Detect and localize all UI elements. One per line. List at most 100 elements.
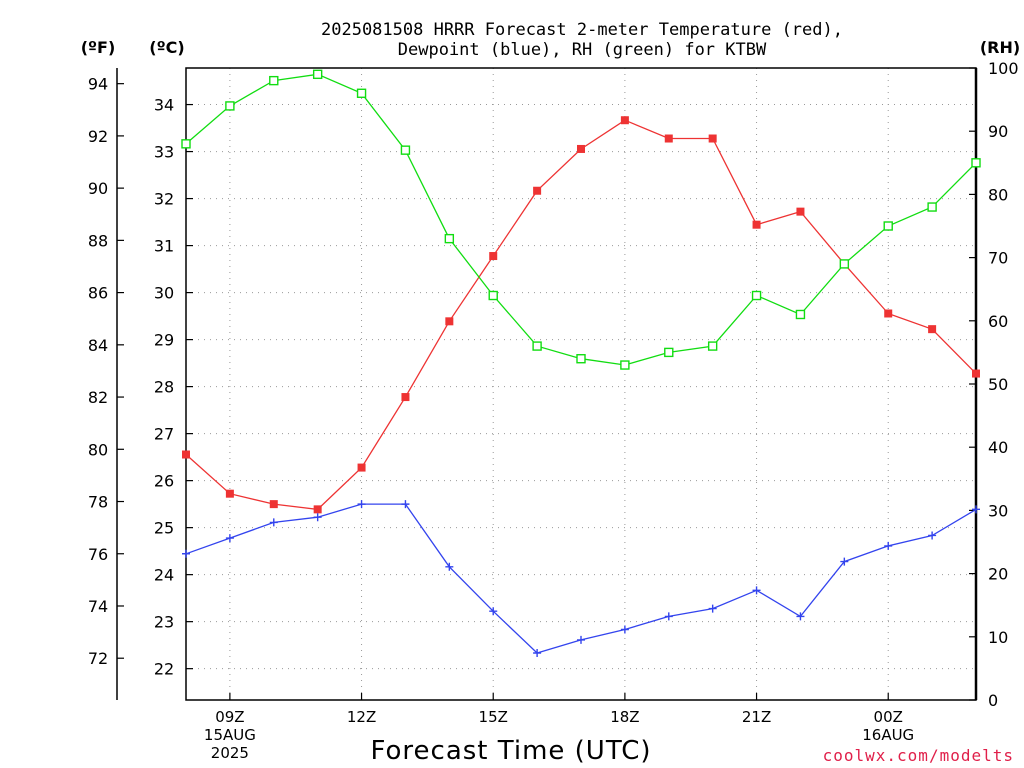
rh-point: [795, 309, 806, 320]
dewpoint-point: [620, 625, 629, 634]
temperature-point: [577, 144, 585, 153]
dewpoint-point: [533, 648, 542, 657]
time-tick-label: 00Z: [874, 708, 903, 726]
rh-tick-label: 80: [988, 185, 1008, 204]
celsius-tick-label: 27: [154, 425, 174, 444]
dewpoint-point: [269, 518, 278, 527]
fahrenheit-tick-label: 82: [88, 388, 108, 407]
celsius-tick-label: 29: [154, 331, 174, 350]
dewpoint-series: [182, 500, 980, 657]
rh-point: [312, 69, 323, 80]
celsius-ticks: 22 23 24 25 26 27 28 29 30 31 32 33 34: [154, 96, 193, 679]
dewpoint-point: [840, 557, 849, 566]
dewpoint-point: [972, 505, 980, 514]
time-tick-label: 18Z: [610, 708, 639, 726]
temperature-point: [533, 186, 542, 195]
fahrenheit-tick-label: 90: [88, 179, 108, 198]
rh-tick-label: 100: [988, 59, 1019, 78]
temperature-line: [185, 119, 977, 511]
temperature-point: [664, 134, 673, 143]
dewpoint-point: [225, 534, 234, 543]
celsius-axis-unit: (ºC): [149, 38, 184, 57]
time-tick-label: 2025: [211, 744, 249, 762]
temperature-point: [752, 220, 761, 229]
dewpoint-point: [664, 612, 673, 621]
temperature-point: [401, 393, 410, 402]
temperature-point: [928, 325, 937, 334]
rh-point: [576, 354, 586, 364]
temperature-point: [884, 309, 893, 318]
rh-series: [181, 69, 981, 370]
temperature-point: [269, 500, 278, 509]
rh-point: [488, 290, 498, 301]
celsius-tick-label: 22: [154, 660, 174, 679]
rh-point: [664, 347, 674, 358]
dewpoint-point: [796, 612, 805, 621]
rh-point: [751, 290, 762, 301]
rh-point: [620, 360, 630, 370]
time-tick-label: 21Z: [742, 708, 771, 726]
fahrenheit-tick-label: 84: [88, 336, 108, 355]
rh-point: [400, 145, 411, 155]
fahrenheit-tick-label: 86: [88, 284, 108, 303]
fahrenheit-axis-unit: (ºF): [81, 38, 116, 57]
rh-tick-label: 90: [988, 122, 1008, 141]
rh-point: [971, 158, 981, 168]
chart-title-line-1: 2025081508 HRRR Forecast 2-meter Tempera…: [321, 20, 843, 40]
rh-tick-label: 40: [988, 438, 1008, 457]
credit-text: coolwx.com/modelts: [823, 746, 1014, 765]
rh-point: [444, 233, 455, 244]
time-tick-label: 12Z: [347, 708, 376, 726]
rh-point: [532, 341, 542, 351]
temperature-point: [313, 505, 322, 514]
time-tick-label: 16AUG: [862, 726, 914, 744]
dewpoint-point: [884, 541, 893, 550]
celsius-tick-label: 26: [154, 472, 174, 491]
grid-lines: [186, 68, 976, 700]
celsius-tick-label: 25: [154, 519, 174, 538]
rh-tick-label: 60: [988, 312, 1008, 331]
temperature-point: [445, 317, 454, 326]
dewpoint-point: [357, 500, 366, 509]
rh-tick-label: 50: [988, 375, 1008, 394]
rh-point: [356, 88, 367, 98]
fahrenheit-tick-label: 92: [88, 127, 108, 146]
rh-point: [839, 259, 850, 269]
series-layer: [181, 69, 981, 657]
temperature-series: [182, 116, 980, 514]
dewpoint-point: [313, 513, 322, 522]
celsius-tick-label: 24: [154, 566, 174, 585]
rh-point: [707, 341, 718, 351]
celsius-tick-label: 32: [154, 190, 174, 209]
rh-axis-unit: (RH): [980, 38, 1020, 57]
dewpoint-point: [182, 549, 190, 558]
rh-tick-label: 10: [988, 628, 1008, 647]
celsius-tick-label: 28: [154, 378, 174, 397]
rh-tick-label: 20: [988, 565, 1008, 584]
celsius-tick-label: 30: [154, 284, 174, 303]
chart-title-line-2: Dewpoint (blue), RH (green) for KTBW: [398, 40, 767, 60]
dewpoint-line: [185, 503, 977, 654]
rh-point: [927, 202, 937, 212]
dewpoint-point: [708, 604, 717, 613]
dewpoint-point: [401, 500, 410, 509]
celsius-tick-label: 23: [154, 613, 174, 632]
temperature-point: [708, 134, 717, 143]
rh-point: [883, 221, 893, 231]
dewpoint-point: [752, 586, 761, 595]
rh-tick-label: 70: [988, 249, 1008, 268]
dewpoint-point: [928, 531, 937, 540]
temperature-point: [489, 252, 498, 261]
rh-point: [181, 139, 191, 149]
celsius-tick-label: 31: [154, 237, 174, 256]
temperature-point: [182, 450, 190, 459]
plot-frame: [185, 67, 977, 701]
rh-point: [225, 101, 235, 111]
fahrenheit-tick-label: 78: [88, 493, 108, 512]
temperature-point: [796, 207, 805, 216]
rh-ticks: 0 10 20 30 40 50 60 70 80 90 100: [969, 59, 1019, 710]
rh-tick-label: 30: [988, 501, 1008, 520]
time-tick-label: 09Z: [215, 708, 244, 726]
